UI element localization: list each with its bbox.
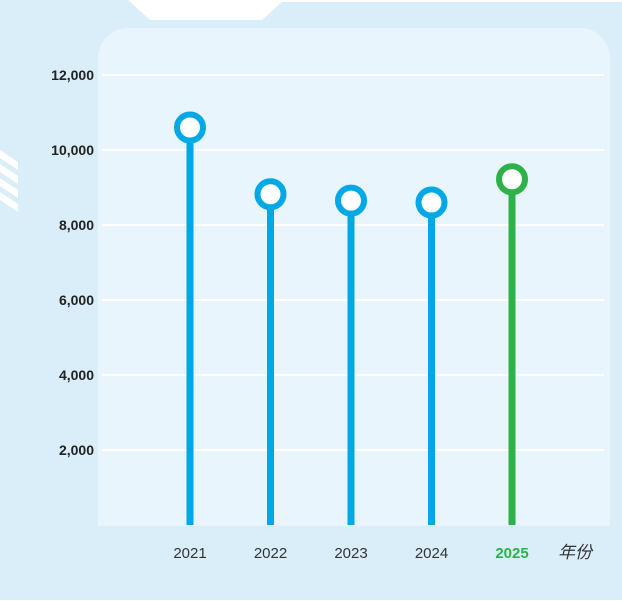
marker-2023 — [335, 184, 367, 217]
y-tick-label: 12,000 — [51, 67, 94, 83]
y-tick-label: 4,000 — [59, 367, 94, 383]
x-tick-label: 2025 — [495, 545, 528, 562]
marker-2021 — [174, 111, 206, 144]
y-tick-label: 2,000 — [59, 442, 94, 458]
y-axis-tick-labels: 2,000 4,000 6,000 8,000 10,000 12,000 — [51, 67, 94, 458]
x-tick-label: 2023 — [334, 545, 367, 562]
y-tick-label: 8,000 — [59, 217, 94, 233]
stems — [186, 127, 516, 525]
marker-2024 — [415, 186, 448, 219]
y-tick-label: 10,000 — [51, 142, 94, 158]
x-tick-label: 2021 — [173, 545, 206, 562]
marker-2022 — [254, 178, 287, 211]
y-tick-label: 6,000 — [59, 292, 94, 308]
x-tick-label: 2024 — [415, 545, 448, 562]
marker-2025 — [496, 163, 528, 196]
markers — [174, 111, 528, 219]
x-tick-label: 2022 — [254, 545, 287, 562]
x-axis-label: 年份 — [558, 543, 594, 562]
x-axis-tick-labels: 2021 2022 2023 2024 2025 — [173, 545, 528, 562]
edge-stripes — [0, 150, 18, 212]
